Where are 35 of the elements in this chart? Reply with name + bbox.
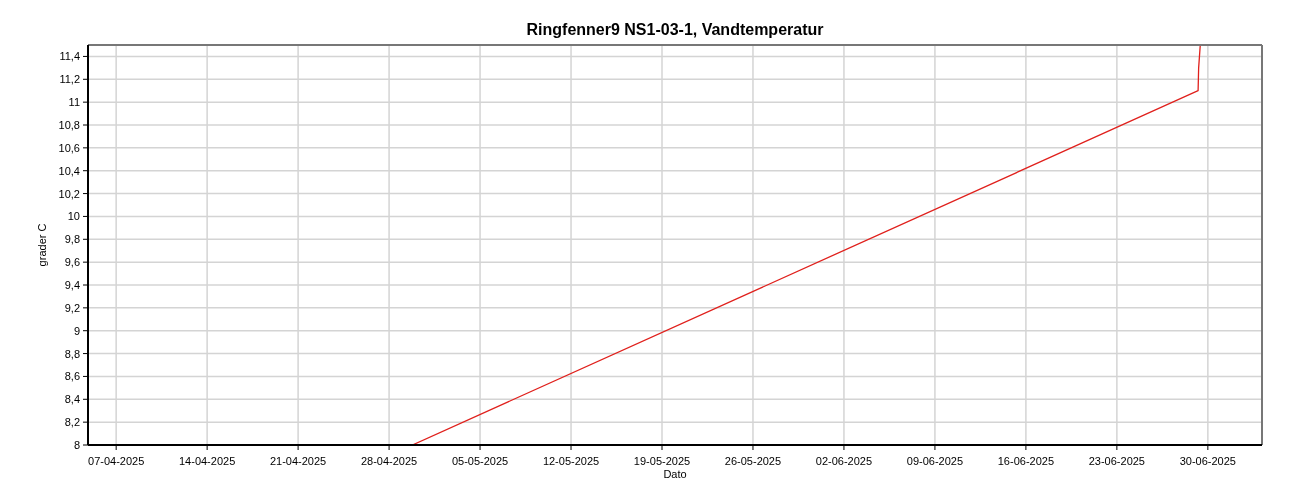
- y-tick-label: 10,8: [58, 119, 80, 131]
- chart-title: Ringfenner9 NS1-03-1, Vandtemperatur: [526, 21, 824, 38]
- y-tick-label: 10: [67, 210, 80, 223]
- y-tick-label: 8,8: [64, 347, 80, 360]
- x-tick-label: 09-06-2025: [906, 455, 964, 467]
- y-axis-title: grader C: [36, 223, 48, 267]
- y-tick-label: 8,4: [64, 393, 80, 406]
- x-tick-label: 23-06-2025: [1088, 455, 1146, 467]
- y-tick-label: 11,4: [59, 50, 80, 63]
- line-series: [411, 45, 1201, 445]
- y-tick-label: 9,6: [64, 256, 80, 269]
- x-tick-label: 19-05-2025: [633, 455, 691, 467]
- x-tick-label: 07-04-2025: [88, 455, 145, 467]
- y-tick-label: 9,2: [64, 301, 80, 314]
- x-tick-label: 26-05-2025: [724, 455, 782, 467]
- x-tick-label: 02-06-2025: [815, 455, 873, 467]
- y-tick-label: 8,2: [64, 416, 80, 429]
- x-tick-label: 14-04-2025: [178, 455, 236, 467]
- x-axis-title: Dato: [663, 468, 687, 480]
- y-tick-label: 9: [73, 324, 80, 337]
- y-tick-label: 10,6: [58, 141, 80, 154]
- y-tick-label: 10,4: [58, 164, 80, 177]
- y-tick-label: 10,2: [58, 187, 80, 200]
- y-tick-label: 8,6: [64, 370, 80, 383]
- y-tick-label: 8: [73, 439, 80, 451]
- x-tick-label: 05-05-2025: [451, 455, 509, 467]
- x-tick-label: 12-05-2025: [542, 455, 600, 467]
- x-tick-label: 21-04-2025: [269, 455, 327, 467]
- y-tick-label: 11: [68, 96, 80, 109]
- x-tick-label: 16-06-2025: [997, 455, 1055, 467]
- y-tick-label: 11,2: [59, 73, 80, 86]
- y-tick-label: 9,8: [64, 233, 80, 246]
- x-tick-label: 28-04-2025: [360, 455, 418, 467]
- y-tick-label: 9,4: [64, 279, 80, 291]
- x-tick-label: 30-06-2025: [1179, 455, 1236, 467]
